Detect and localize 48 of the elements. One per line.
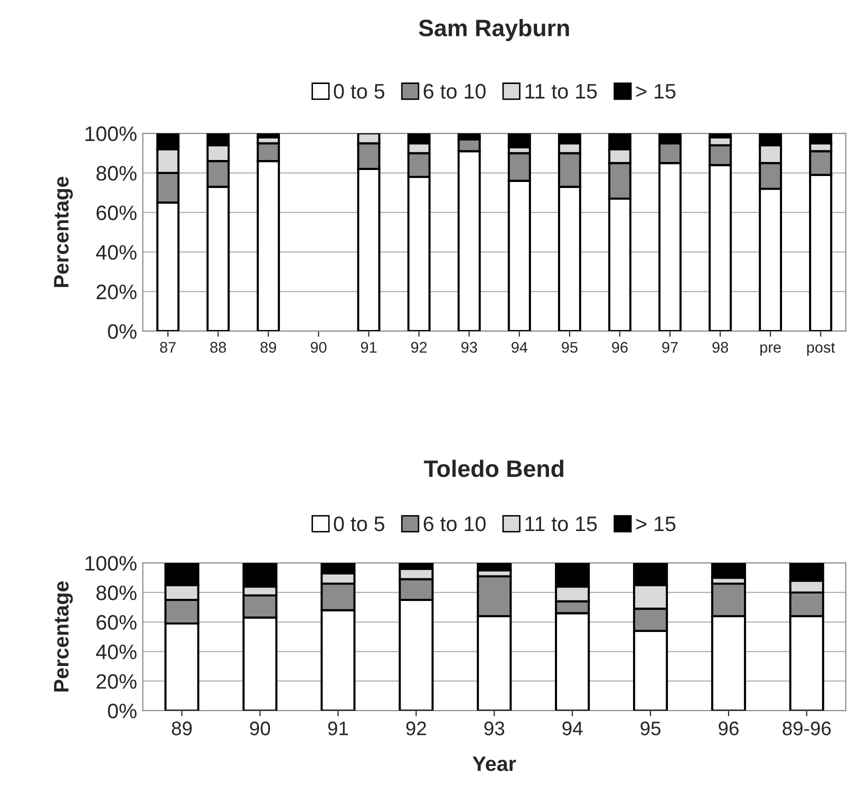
x-tick-label: 95 bbox=[562, 342, 578, 353]
x-tick-label: pre bbox=[760, 344, 781, 356]
y-tick-label: 20% bbox=[96, 284, 137, 300]
x-tick-label: 92 bbox=[406, 722, 426, 736]
y-axis-title: Percentage bbox=[54, 176, 73, 288]
legend-label: 6 to 10 bbox=[424, 516, 486, 532]
y-tick-label: 80% bbox=[96, 166, 137, 181]
chart-title: Toledo Bend bbox=[424, 460, 564, 478]
y-tick-label: 0% bbox=[108, 324, 137, 339]
x-tick-label: 93 bbox=[461, 342, 477, 353]
x-tick-label: 90 bbox=[250, 722, 270, 736]
legend-label: 11 to 15 bbox=[526, 516, 597, 532]
y-tick-label: 20% bbox=[96, 674, 137, 689]
x-tick-label: 95 bbox=[640, 722, 660, 736]
y-tick-label: 40% bbox=[96, 245, 137, 260]
x-tick-label: 92 bbox=[411, 342, 427, 353]
legend-label: > 15 bbox=[636, 516, 676, 532]
y-tick-label: 0% bbox=[108, 704, 137, 718]
x-tick-label: 89 bbox=[260, 342, 276, 353]
x-tick-label: 94 bbox=[512, 342, 528, 353]
x-tick-label: 87 bbox=[160, 342, 176, 353]
chart-title: Sam Rayburn bbox=[418, 19, 569, 42]
x-tick-label: 91 bbox=[360, 342, 376, 353]
x-tick-label: 89-96 bbox=[782, 722, 831, 736]
x-tick-label: 89 bbox=[172, 722, 192, 736]
x-tick-label: 96 bbox=[612, 342, 628, 353]
legend-label: 0 to 5 bbox=[334, 516, 384, 532]
x-tick-label: 91 bbox=[328, 722, 348, 736]
x-tick-label: post bbox=[807, 342, 835, 356]
legend-label: 6 to 10 bbox=[424, 84, 486, 99]
legend-label: > 15 bbox=[636, 84, 676, 99]
x-tick-label: 97 bbox=[662, 342, 678, 353]
y-tick-label: 60% bbox=[96, 615, 137, 630]
y-tick-label: 100% bbox=[86, 556, 137, 571]
y-axis-title: Percentage bbox=[54, 581, 73, 692]
x-tick-label: 98 bbox=[712, 342, 728, 353]
y-tick-label: 80% bbox=[96, 585, 137, 600]
x-tick-label: 94 bbox=[562, 722, 583, 736]
x-tick-label: 93 bbox=[484, 722, 504, 736]
y-tick-label: 40% bbox=[96, 644, 137, 660]
x-axis-title: Year bbox=[472, 756, 516, 772]
x-tick-label: 88 bbox=[210, 342, 226, 353]
x-tick-label: 96 bbox=[718, 722, 739, 736]
y-tick-label: 60% bbox=[96, 205, 137, 220]
y-tick-label: 100% bbox=[86, 126, 137, 142]
legend-label: 11 to 15 bbox=[526, 84, 597, 99]
x-tick-label: 90 bbox=[310, 342, 326, 353]
legend-label: 0 to 5 bbox=[334, 84, 384, 99]
